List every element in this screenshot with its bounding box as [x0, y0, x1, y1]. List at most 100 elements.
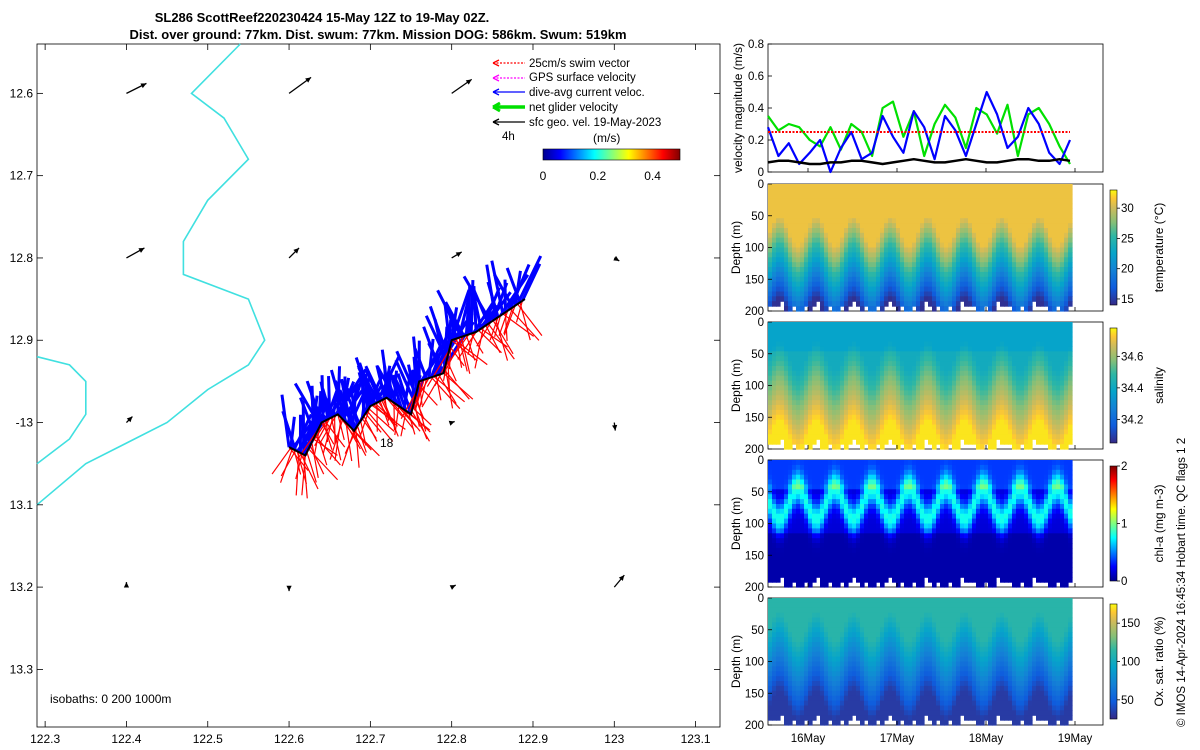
section-cell [1044, 237, 1049, 244]
section-cell [940, 257, 945, 263]
section-cell [820, 331, 825, 338]
section-cell [800, 252, 805, 258]
swim-vector [293, 449, 302, 475]
section-cell [776, 385, 781, 391]
section-cell [888, 400, 893, 406]
section-cell [860, 405, 865, 411]
section-cell [920, 341, 925, 347]
section-cell [816, 188, 821, 195]
section-cell [888, 366, 893, 372]
section-cell [936, 276, 941, 283]
section-cell [952, 444, 957, 450]
section-cell [1048, 424, 1053, 431]
section-cell [848, 198, 853, 205]
section-cell [820, 252, 825, 258]
section-cell [1068, 198, 1073, 205]
section-cell [804, 252, 809, 258]
section-cell [976, 341, 981, 347]
section-cell [768, 291, 773, 297]
section-cell [1052, 400, 1057, 406]
section-cell [1008, 326, 1013, 333]
section-cell [864, 370, 869, 377]
section-cell [864, 547, 869, 554]
section-cell [996, 271, 1001, 278]
section-cell [848, 439, 853, 445]
section-cell [808, 460, 813, 466]
section-cell [776, 395, 781, 401]
section-cell [796, 504, 801, 510]
section-cell [896, 247, 901, 253]
section-cell [952, 198, 957, 205]
section-cell [932, 336, 937, 343]
section-cell [868, 508, 873, 515]
section-cell [932, 390, 937, 396]
section-cell [912, 262, 917, 268]
section-cell [948, 439, 953, 445]
section-cell [828, 543, 833, 549]
section-cell [920, 380, 925, 387]
section-cell [868, 489, 873, 495]
section-cell [972, 218, 977, 224]
section-cell [812, 232, 817, 239]
section-cell [864, 518, 869, 525]
section-cell [768, 326, 773, 333]
section-cell [960, 419, 965, 426]
section-cell [884, 400, 889, 406]
section-cell [984, 346, 989, 352]
section-cell [908, 361, 913, 367]
section-cell [804, 518, 809, 525]
section-cell [900, 286, 905, 293]
section-cell [956, 409, 961, 416]
section-cell [804, 572, 809, 578]
section-cell [860, 444, 865, 450]
section-cell [872, 504, 877, 510]
section-cell [992, 385, 997, 391]
swim-vector [476, 321, 492, 347]
section-cell [836, 203, 841, 209]
section-cell [872, 557, 877, 564]
section-cell [980, 198, 985, 205]
section-cell [1004, 276, 1009, 283]
section-cell [888, 223, 893, 229]
section-cell [836, 242, 841, 249]
section-cell [896, 409, 901, 416]
section-cell [1032, 242, 1037, 249]
section-cell [1064, 301, 1069, 307]
section-cell [876, 346, 881, 352]
section-cell [936, 419, 941, 426]
section-cell [892, 223, 897, 229]
section-cell [840, 464, 845, 471]
map-x-tick-label: 122.8 [437, 732, 467, 746]
section-cell [856, 395, 861, 401]
section-cell [924, 193, 929, 200]
section-cell [800, 469, 805, 476]
section-cell [1032, 218, 1037, 224]
section-cell [884, 346, 889, 352]
section-cell [820, 385, 825, 391]
section-cell [976, 291, 981, 297]
section-cell [852, 385, 857, 391]
section-cell [824, 306, 829, 312]
section-cell [920, 336, 925, 343]
section-cell [968, 198, 973, 205]
section-cell [804, 322, 809, 328]
swim-vector [408, 412, 416, 435]
section-cell [772, 184, 777, 190]
section-cell [884, 242, 889, 249]
section-cell [1000, 356, 1005, 362]
section-cell [964, 439, 969, 445]
section-cell [840, 237, 845, 244]
section-cell [964, 385, 969, 391]
section-cell [792, 237, 797, 244]
section-cell [944, 184, 949, 190]
section-cell [968, 322, 973, 328]
section-cell [996, 223, 1001, 229]
section-cell [1048, 188, 1053, 195]
section-cell [840, 434, 845, 440]
section-cell [896, 257, 901, 263]
section-cell [820, 366, 825, 372]
section-cell [976, 262, 981, 268]
section-cell [988, 247, 993, 253]
section-cell [1036, 439, 1041, 445]
section-cell [900, 395, 905, 401]
